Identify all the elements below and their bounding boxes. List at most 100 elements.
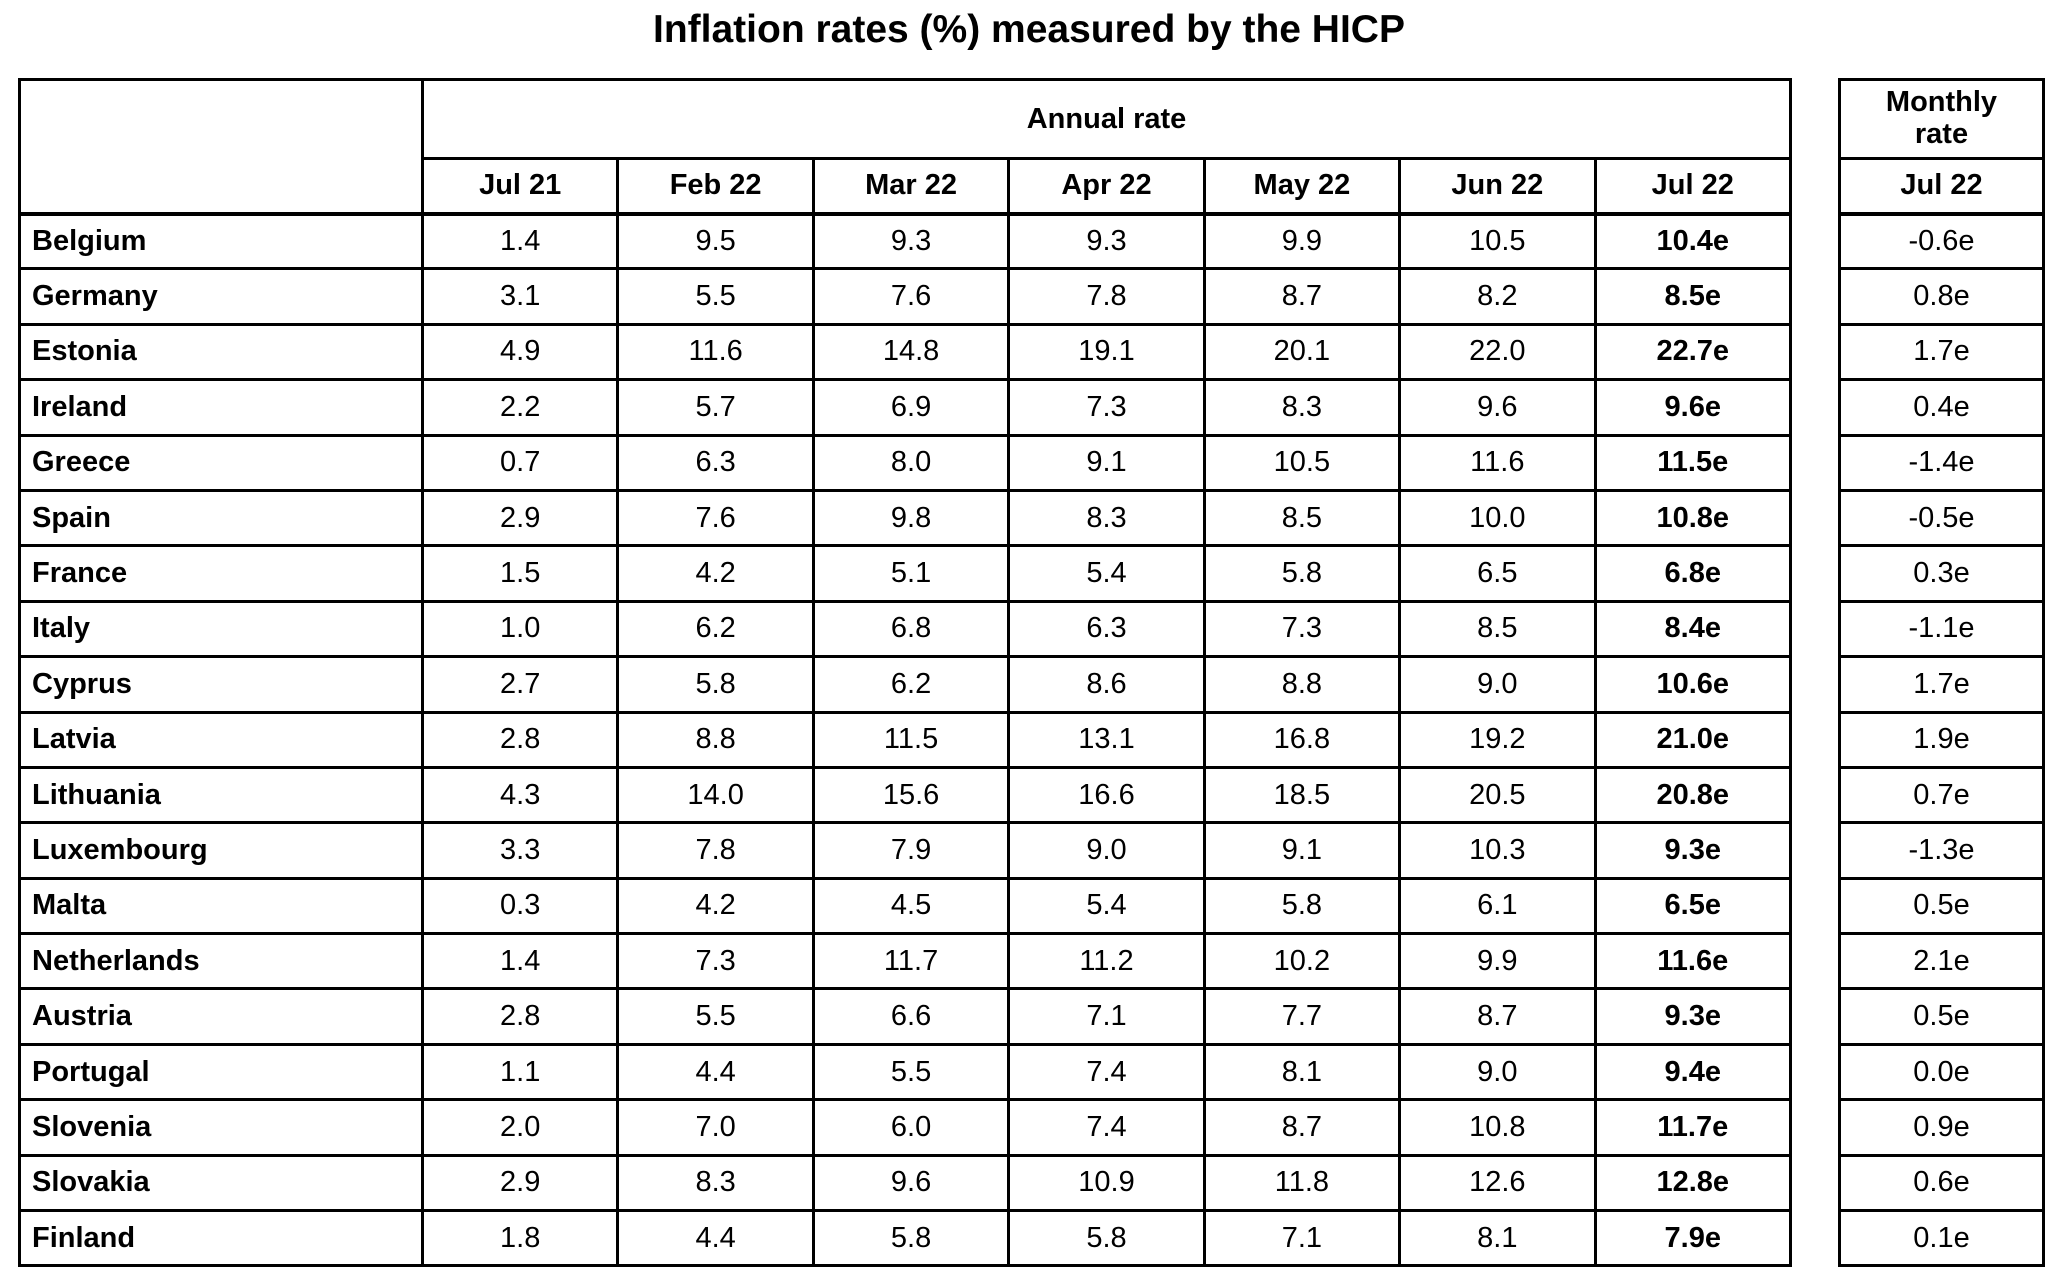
monthly-column-header-jul-22: Jul 22 — [1838, 157, 2045, 216]
annual-table-row: Greece 0.7 6.3 8.0 9.1 10.5 11.6 11.5e — [18, 433, 1793, 492]
annual-rate-cell: 7.9 — [811, 821, 1011, 880]
annual-rate-cell: 11.6 — [1398, 433, 1597, 492]
annual-table-row: Belgium 1.4 9.5 9.3 9.3 9.9 10.5 10.4e — [18, 211, 1793, 271]
annual-rate-cell: 7.6 — [616, 488, 815, 548]
annual-rate-cell: 14.0 — [616, 765, 815, 825]
monthly-table-row: 1.9e — [1838, 710, 2045, 769]
monthly-rate-cell: -1.4e — [1838, 433, 2045, 492]
annual-rate-cell: 6.3 — [616, 433, 815, 492]
annual-rate-cell: 4.9 — [420, 322, 620, 382]
monthly-table-row: 1.7e — [1838, 322, 2045, 382]
monthly-rate-cell: 0.6e — [1838, 1153, 2045, 1213]
annual-rate-cell: 8.8 — [616, 710, 815, 769]
monthly-rate-cell: 0.5e — [1838, 876, 2045, 936]
annual-rate-cell: 5.8 — [811, 1209, 1011, 1268]
annual-rate-cell: 9.6e — [1593, 378, 1793, 437]
annual-rate-cell: 10.8 — [1398, 1098, 1597, 1157]
monthly-table-row: 0.0e — [1838, 1042, 2045, 1102]
annual-rate-cell: 8.1 — [1398, 1209, 1597, 1268]
annual-rate-cell: 6.9 — [811, 378, 1011, 437]
annual-rate-cell: 11.8 — [1202, 1153, 1402, 1213]
monthly-rate-cell: 2.1e — [1838, 932, 2045, 991]
country-label: Estonia — [18, 322, 424, 382]
annual-rate-cell: 10.6e — [1593, 655, 1793, 714]
monthly-table-row: -1.4e — [1838, 433, 2045, 492]
monthly-table-row: 0.9e — [1838, 1098, 2045, 1157]
annual-rate-cell: 20.8e — [1593, 765, 1793, 825]
annual-rate-cell: 8.7 — [1202, 267, 1402, 326]
annual-rate-header: Annual rate — [421, 78, 1792, 160]
monthly-rate-cell: 0.9e — [1838, 1098, 2045, 1157]
annual-rate-cell: 9.1 — [1202, 821, 1402, 880]
annual-rate-cell: 6.2 — [616, 599, 815, 659]
annual-rate-cell: 8.3 — [1202, 378, 1402, 437]
monthly-rate-cell: 0.0e — [1838, 1042, 2045, 1102]
annual-rate-cell: 6.8e — [1593, 544, 1793, 603]
column-header-jul-21: Jul 21 — [420, 157, 620, 216]
annual-table-row: Estonia 4.9 11.6 14.8 19.1 20.1 22.0 22.7e — [18, 322, 1793, 382]
annual-rate-cell: 16.8 — [1202, 710, 1402, 769]
annual-rate-cell: 20.5 — [1398, 765, 1597, 825]
monthly-rate-cell: 0.5e — [1838, 987, 2045, 1046]
annual-group-header-row: Annual rate — [18, 78, 1792, 216]
annual-rate-cell: 7.3 — [616, 932, 815, 991]
annual-rate-cell: 10.9 — [1007, 1153, 1206, 1213]
annual-rate-cell: 1.5 — [420, 544, 620, 603]
annual-rate-cell: 10.4e — [1593, 211, 1793, 271]
annual-rate-cell: 9.8 — [811, 488, 1011, 548]
country-label: Lithuania — [18, 765, 424, 825]
annual-rate-cell: 8.7 — [1202, 1098, 1402, 1157]
annual-rate-cell: 6.1 — [1398, 876, 1597, 936]
annual-month-header-row: Jul 21 Feb 22 Mar 22 Apr 22 May 22 Jun 2… — [20, 157, 1793, 216]
annual-rate-cell: 18.5 — [1202, 765, 1402, 825]
annual-rate-cell: 8.8 — [1202, 655, 1402, 714]
annual-rate-cell: 2.0 — [420, 1098, 620, 1157]
annual-rate-cell: 22.7e — [1593, 322, 1793, 382]
annual-rate-cell: 5.5 — [616, 267, 815, 326]
annual-rate-cell: 11.2 — [1007, 932, 1206, 991]
monthly-rate-cell: 0.1e — [1838, 1209, 2045, 1268]
annual-rate-cell: 6.5e — [1593, 876, 1793, 936]
annual-rate-cell: 9.5 — [616, 211, 815, 271]
annual-rate-cell: 14.8 — [811, 322, 1011, 382]
annual-rate-cell: 16.6 — [1007, 765, 1206, 825]
annual-rate-cell: 7.1 — [1202, 1209, 1402, 1268]
annual-rate-cell: 15.6 — [811, 765, 1011, 825]
monthly-rate-cell: 0.7e — [1838, 765, 2045, 825]
annual-rate-cell: 1.4 — [420, 211, 620, 271]
annual-rate-cell: 6.2 — [811, 655, 1011, 714]
monthly-rate-cell: -0.5e — [1838, 488, 2045, 548]
annual-rate-cell: 9.1 — [1007, 433, 1206, 492]
country-label: Slovenia — [18, 1098, 424, 1157]
annual-rate-cell: 2.8 — [420, 710, 620, 769]
annual-rate-cell: 3.3 — [420, 821, 620, 880]
annual-rate-cell: 5.5 — [811, 1042, 1011, 1102]
annual-rate-cell: 7.4 — [1007, 1098, 1206, 1157]
annual-table-row: Latvia 2.8 8.8 11.5 13.1 16.8 19.2 21.0e — [18, 710, 1793, 769]
annual-rate-cell: 8.3 — [1007, 488, 1206, 548]
annual-rate-cell: 9.9 — [1398, 932, 1597, 991]
monthly-rate-cell: 0.4e — [1838, 378, 2045, 437]
annual-rate-cell: 19.1 — [1007, 322, 1206, 382]
annual-table-row: Slovakia 2.9 8.3 9.6 10.9 11.8 12.6 12.8e — [18, 1153, 1793, 1213]
annual-rate-cell: 7.6 — [811, 267, 1011, 326]
monthly-table-row: 0.6e — [1838, 1153, 2045, 1213]
annual-rate-table: Annual rate Jul 21 Feb 22 Mar 22 Apr 22 … — [18, 78, 1793, 1268]
monthly-table-row: 1.7e — [1838, 655, 2045, 714]
annual-rate-cell: 20.1 — [1202, 322, 1402, 382]
monthly-rate-table: Monthly rate Jul 22 -0.6e 0.8e 1.7e 0.4e -1.… — [1838, 78, 2045, 1268]
annual-rate-cell: 7.3 — [1007, 378, 1206, 437]
monthly-table-row: 0.3e — [1838, 544, 2045, 603]
annual-rate-cell: 7.8 — [616, 821, 815, 880]
monthly-group-header-row: Monthly rate — [1838, 78, 2045, 160]
annual-rate-cell: 13.1 — [1007, 710, 1206, 769]
annual-rate-cell: 10.5 — [1202, 433, 1402, 492]
monthly-table-body: -0.6e 0.8e 1.7e 0.4e -1.4e -0.5e 0.3e -1.1e 1.7e… — [1838, 211, 2045, 1268]
column-header-feb-22: Feb 22 — [616, 157, 815, 216]
monthly-rate-cell: 1.9e — [1838, 710, 2045, 769]
column-header-jun-22: Jun 22 — [1398, 157, 1597, 216]
annual-rate-cell: 9.3e — [1593, 821, 1793, 880]
annual-rate-cell: 5.7 — [616, 378, 815, 437]
monthly-rate-cell: 1.7e — [1838, 322, 2045, 382]
annual-rate-cell: 2.9 — [420, 488, 620, 548]
